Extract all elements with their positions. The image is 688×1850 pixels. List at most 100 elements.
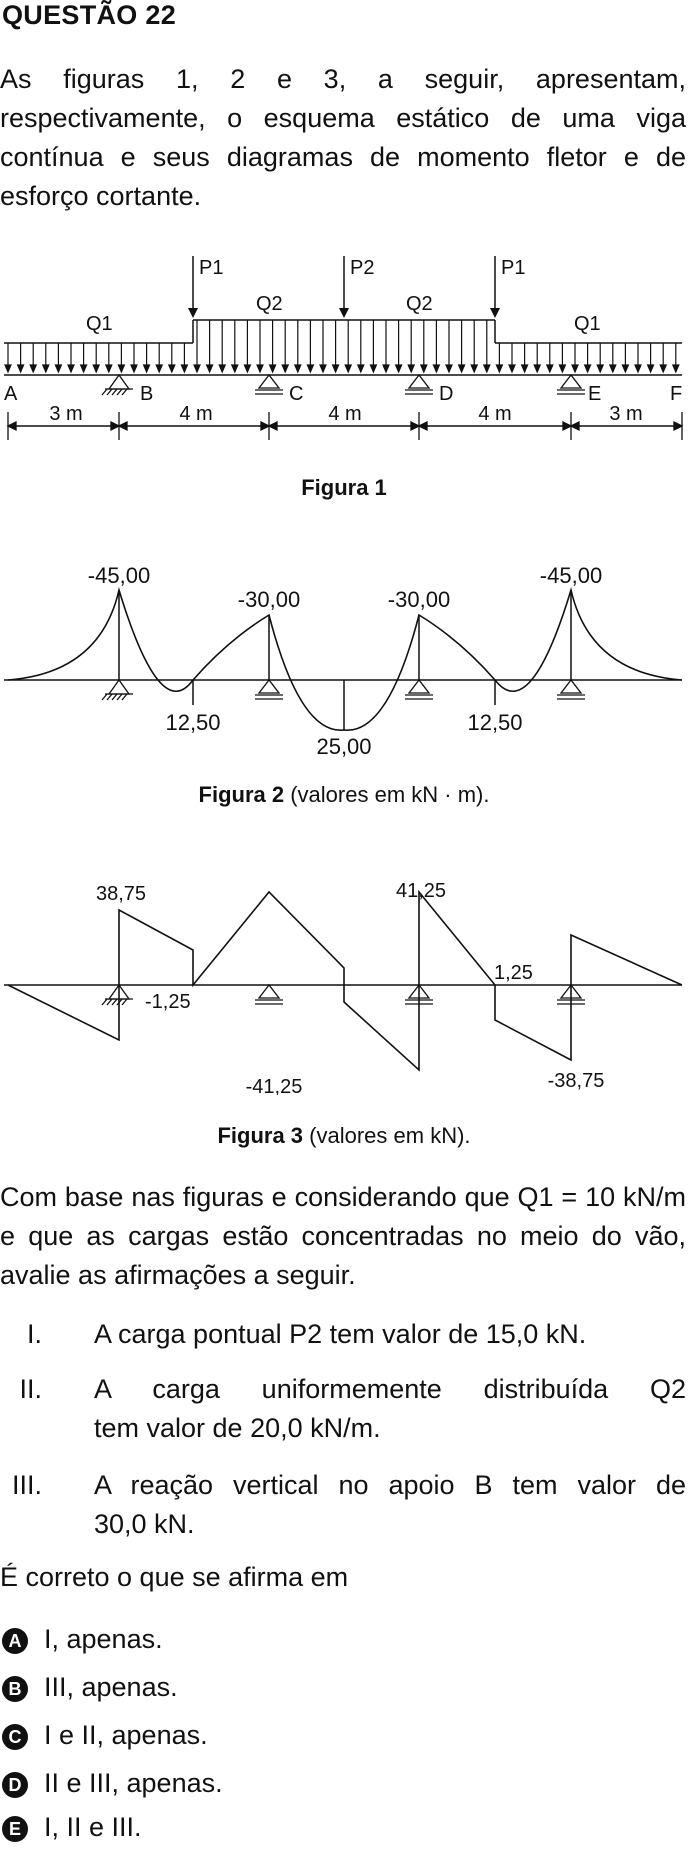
distributed-load-arrowhead: [155, 364, 164, 374]
base-paragraph: Com base nas figuras e considerando que …: [0, 1182, 686, 1290]
distributed-load-arrowhead: [457, 364, 466, 374]
label-p1-left: P1: [199, 257, 223, 279]
distributed-load-arrowhead: [243, 364, 252, 374]
distributed-load-arrowhead: [281, 364, 290, 374]
support-hatch: [101, 693, 108, 701]
distributed-load-arrowhead: [508, 364, 516, 374]
roller-support: [559, 678, 583, 694]
distributed-load-arrowhead: [344, 364, 353, 374]
dimension-arrowhead: [110, 420, 121, 432]
shear-value-neg-41-25: -41,25: [246, 1076, 303, 1095]
p2-arrowhead: [339, 308, 349, 318]
support-hatch: [101, 388, 108, 396]
distributed-load-arrowhead: [482, 364, 491, 374]
distributed-load-arrowhead: [545, 364, 554, 374]
distributed-load-arrowhead: [583, 364, 592, 374]
distributed-load-arrowhead: [117, 364, 126, 374]
support-hatch: [116, 998, 123, 1006]
support-hatch: [101, 998, 108, 1006]
question-prompt: É correto o que se afirma em: [0, 1562, 349, 1592]
dimension-arrowhead: [6, 420, 17, 432]
distributed-load-arrowhead: [470, 364, 479, 374]
distributed-load-arrowhead: [142, 364, 151, 374]
distributed-load-arrowhead: [634, 364, 642, 374]
distributed-load-arrowhead: [558, 364, 567, 374]
figure-2-caption: Figura 2 (valores em kN · m).: [198, 782, 490, 807]
distributed-load-arrowhead: [218, 364, 227, 374]
pin-support: [107, 678, 131, 695]
distributed-load-arrowhead: [659, 364, 668, 374]
distributed-load-arrowhead: [293, 364, 302, 374]
distributed-load-arrowhead: [394, 364, 403, 374]
roller-support: [257, 373, 281, 389]
distributed-load-arrowhead: [419, 364, 428, 374]
label-p1-right: P1: [501, 257, 525, 279]
distributed-load-arrowhead: [256, 364, 264, 374]
distributed-load-arrowhead: [356, 364, 365, 374]
statement-iii: III. A reação vertical no apoio B tem va…: [11, 1470, 686, 1539]
distributed-load-arrowhead: [331, 364, 340, 374]
distributed-load-arrowhead: [130, 364, 138, 374]
dimension-arrowhead: [410, 420, 421, 432]
roller-support: [407, 983, 431, 999]
support-hatch: [121, 998, 128, 1006]
label-point-c: C: [289, 383, 303, 405]
dimension-arrowhead: [569, 420, 580, 432]
support-hatch: [116, 693, 123, 701]
distributed-load-arrowhead: [54, 364, 63, 374]
label-q2-left: Q2: [256, 293, 283, 315]
label-p2: P2: [350, 257, 374, 279]
distributed-load-arrowhead: [230, 364, 239, 374]
dimension-arrowhead: [117, 420, 128, 432]
moment-value-d: -30,00: [388, 587, 450, 612]
span-de: 4 m: [478, 403, 511, 425]
distributed-load-arrowhead: [445, 364, 453, 374]
dimension-arrowhead: [673, 420, 684, 432]
moment-value-center: 25,00: [316, 734, 371, 759]
roller-support: [407, 373, 431, 389]
distributed-load-arrowhead: [608, 364, 617, 374]
distributed-load-arrowhead: [167, 364, 176, 374]
p1-right-arrowhead: [490, 308, 500, 318]
question-title: QUESTÃO 22: [2, 0, 177, 30]
label-point-d: D: [439, 383, 453, 405]
roller-support: [559, 983, 583, 999]
span-ab: 3 m: [49, 403, 82, 425]
figure-1-beam-diagram: P1 P2 P1 Q1 Q2 Q2 Q1 A B C D E F 3 m 4 m…: [4, 256, 684, 440]
option-b-letter: B: [2, 1676, 28, 1702]
distributed-load-arrowhead: [495, 364, 504, 374]
distributed-load-arrowhead: [646, 364, 655, 374]
distributed-load-arrowhead: [369, 364, 378, 374]
moment-value-span-ab: 12,50: [165, 710, 220, 735]
shear-line: [7, 889, 683, 1072]
support-hatch: [106, 998, 113, 1006]
label-point-f: F: [670, 383, 682, 405]
distributed-load-arrowhead: [621, 364, 630, 374]
distributed-load-arrowhead: [306, 364, 315, 374]
distributed-load-arrowhead: [41, 364, 50, 374]
figure-3-caption: Figura 3 (valores em kN).: [217, 1123, 471, 1148]
roller-support: [407, 678, 431, 694]
p1-left-arrowhead: [188, 308, 198, 318]
label-q1-right: Q1: [574, 313, 601, 335]
distributed-load-arrowhead: [67, 364, 75, 374]
dimension-arrowhead: [417, 420, 428, 432]
moment-value-c: -30,00: [238, 587, 300, 612]
support-hatch: [111, 998, 118, 1006]
support-hatch: [121, 693, 128, 701]
option-e-letter: E: [2, 1816, 28, 1842]
figure-3-shear-diagram: 38,75 -1,25 -41,25 41,25 1,25 -38,75: [4, 880, 683, 1095]
shear-value-neg-38-75: -38,75: [548, 1070, 605, 1092]
roller-support: [257, 678, 281, 694]
shear-value-1-25: 1,25: [494, 962, 533, 984]
moment-value-span-de: 12,50: [467, 710, 522, 735]
moment-value-e: -45,00: [540, 563, 602, 588]
distributed-load-arrowhead: [4, 364, 12, 374]
span-ef: 3 m: [609, 403, 642, 425]
label-q2-right: Q2: [406, 293, 433, 315]
moment-curve: [7, 586, 683, 731]
distributed-load-arrowhead: [407, 364, 416, 374]
label-point-e: E: [588, 383, 601, 405]
roller-support: [559, 373, 583, 389]
distributed-load-arrowhead: [520, 364, 529, 374]
